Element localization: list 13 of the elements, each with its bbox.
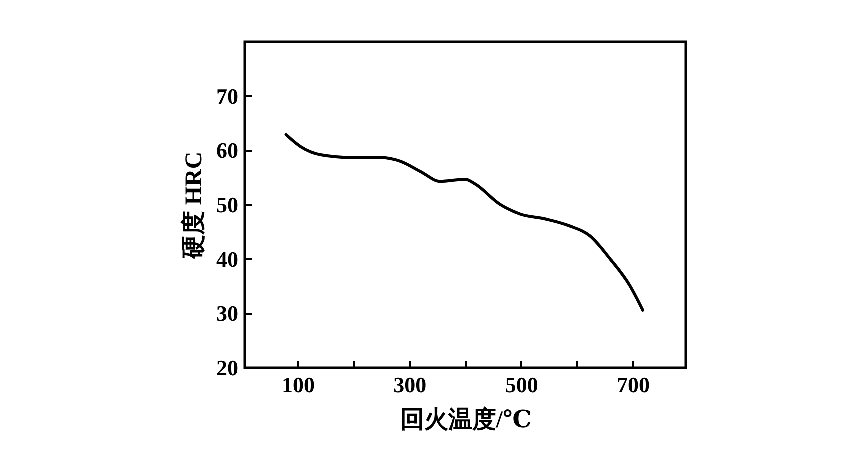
y-tick-label: 40: [216, 246, 238, 272]
y-tick-label: 50: [216, 192, 238, 218]
y-axis-title: 硬度 HRC: [180, 152, 208, 260]
y-tick-label: 20: [216, 356, 238, 380]
y-tick-label: 70: [216, 84, 238, 109]
x-tick-label: 100: [282, 372, 316, 398]
y-tick-label: 30: [216, 301, 238, 326]
x-tick-label: 500: [505, 372, 538, 398]
y-tick-label: 60: [216, 138, 238, 164]
x-axis-title: 回火温度/℃: [400, 406, 532, 434]
line-series: [284, 133, 645, 312]
x-tick-label: 300: [394, 372, 427, 398]
x-tick-label: 700: [616, 372, 650, 398]
